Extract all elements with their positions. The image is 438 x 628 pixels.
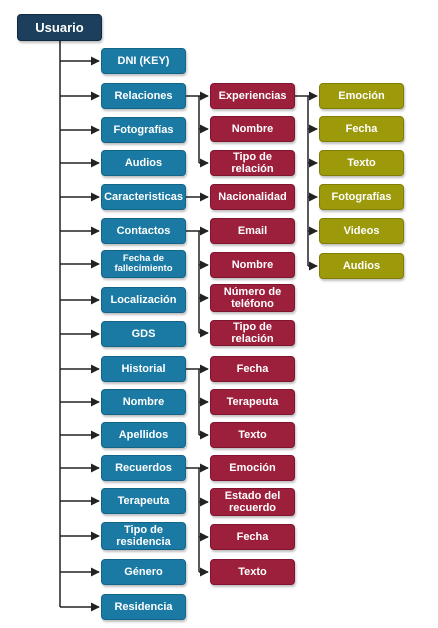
node-tipo-residencia: Tipo de residencia — [101, 522, 186, 550]
node-nacionalidad: Nacionalidad — [210, 184, 295, 210]
node-audios: Audios — [101, 150, 186, 176]
node-contactos-nombre: Nombre — [210, 252, 295, 278]
node-experiencias-fecha: Fecha — [319, 116, 404, 142]
node-experiencias-fotografias: Fotografías — [319, 184, 404, 210]
node-contactos: Contactos — [101, 218, 186, 244]
node-experiencias-texto: Texto — [319, 150, 404, 176]
node-caracteristicas: Caracteristicas — [101, 184, 186, 210]
node-historial-fecha: Fecha — [210, 356, 295, 382]
node-relaciones-experiencias: Experiencias — [210, 83, 295, 109]
node-recuerdos-texto: Texto — [210, 559, 295, 585]
node-recuerdos-fecha: Fecha — [210, 524, 295, 550]
node-contactos-numero-telefono: Número de teléfono — [210, 284, 295, 312]
node-localizacion: Localización — [101, 287, 186, 313]
node-historial-texto: Texto — [210, 422, 295, 448]
node-contactos-email: Email — [210, 218, 295, 244]
node-experiencias-videos: Videos — [319, 218, 404, 244]
node-fecha-fallecimiento: Fecha de fallecimiento — [101, 250, 186, 278]
node-fotografias: Fotografías — [101, 117, 186, 143]
node-historial-terapeuta: Terapeuta — [210, 389, 295, 415]
node-dni-key: DNI (KEY) — [101, 48, 186, 74]
node-nombre: Nombre — [101, 389, 186, 415]
node-historial: Historial — [101, 356, 186, 382]
node-experiencias-audios: Audios — [319, 253, 404, 279]
node-experiencias-emocion: Emoción — [319, 83, 404, 109]
node-usuario: Usuario — [17, 14, 102, 41]
node-recuerdos-emocion: Emoción — [210, 455, 295, 481]
node-relaciones: Relaciones — [101, 83, 186, 109]
node-apellidos: Apellidos — [101, 422, 186, 448]
node-relaciones-nombre: Nombre — [210, 116, 295, 142]
node-residencia: Residencia — [101, 594, 186, 620]
node-genero: Género — [101, 559, 186, 585]
node-relaciones-tipo-relacion: Tipo de relación — [210, 150, 295, 176]
node-contactos-tipo-relacion: Tipo de relación — [210, 320, 295, 346]
node-recuerdos-estado-recuerdo: Estado del recuerdo — [210, 488, 295, 516]
node-recuerdos: Recuerdos — [101, 455, 186, 481]
node-terapeuta: Terapeuta — [101, 488, 186, 514]
node-gds: GDS — [101, 321, 186, 347]
